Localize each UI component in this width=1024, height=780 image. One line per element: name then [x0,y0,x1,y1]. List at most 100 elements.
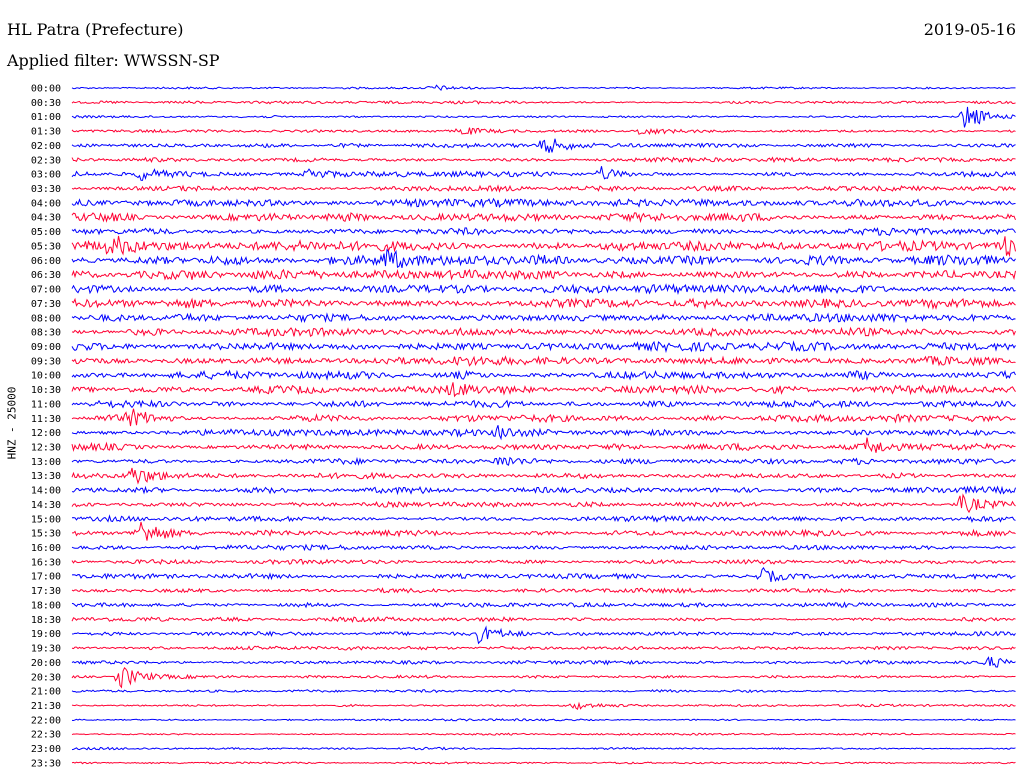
trace-1800 [71,601,1016,609]
trace-1400 [71,485,1016,496]
trace-1900 [71,625,1016,645]
trace-2130 [71,701,1016,710]
tick-label-2130: 21:30 [31,701,61,712]
trace-1600 [71,543,1016,552]
tick-label-0030: 00:30 [31,98,61,109]
trace-0630 [71,268,1016,281]
trace-0930 [71,355,1016,367]
trace-2200 [71,718,1016,722]
tick-label-0600: 06:00 [31,256,61,267]
tick-label-1700: 17:00 [31,572,61,583]
tick-label-1300: 13:00 [31,457,61,468]
tick-label-1330: 13:30 [31,471,61,482]
tick-label-0530: 05:30 [31,241,61,252]
tick-label-1630: 16:30 [31,557,61,568]
tick-label-1730: 17:30 [31,586,61,597]
tick-label-1500: 15:00 [31,514,61,525]
tick-label-0830: 08:30 [31,328,61,339]
trace-1100 [71,399,1016,409]
tick-label-2300: 23:00 [31,744,61,755]
trace-1830 [71,616,1016,623]
tick-label-0430: 04:30 [31,213,61,224]
trace-1300 [71,456,1016,466]
tick-label-1830: 18:30 [31,615,61,626]
trace-1000 [71,369,1016,381]
trace-1630 [71,558,1016,566]
station-title: HL Patra (Prefecture) [7,20,184,39]
trace-0300 [71,166,1016,181]
tick-label-2000: 20:00 [31,658,61,669]
trace-0100 [71,106,1016,128]
date-label: 2019-05-16 [923,20,1016,39]
tick-label-1000: 10:00 [31,371,61,382]
tick-label-0130: 01:30 [31,127,61,138]
trace-1930 [71,645,1016,651]
tick-label-1430: 14:30 [31,500,61,511]
trace-0200 [71,138,1016,153]
trace-0000 [71,84,1016,91]
tick-label-2230: 22:30 [31,730,61,741]
tick-label-0700: 07:00 [31,285,61,296]
tick-label-0630: 06:30 [31,270,61,281]
trace-0800 [71,312,1016,324]
tick-label-0400: 04:00 [31,198,61,209]
trace-1730 [71,587,1016,595]
trace-0730 [71,297,1016,310]
trace-0130 [71,127,1016,136]
tick-label-1030: 10:30 [31,385,61,396]
trace-0500 [71,227,1016,237]
trace-1430 [71,493,1016,514]
trace-0700 [71,283,1016,296]
tick-label-0800: 08:00 [31,313,61,324]
tick-label-0300: 03:00 [31,170,61,181]
trace-0830 [71,326,1016,338]
tick-label-0900: 09:00 [31,342,61,353]
tick-label-1800: 18:00 [31,600,61,611]
tick-label-2030: 20:30 [31,672,61,683]
trace-0530 [71,235,1016,258]
tick-label-0000: 00:00 [31,84,61,95]
trace-2030 [71,666,1016,689]
tick-label-1230: 12:30 [31,443,61,454]
tick-label-2330: 23:30 [31,758,61,769]
time-tick-labels: 00:00 00:30 01:00 01:30 02:00 02:30 03:00 03:30… [31,84,61,770]
filter-label: Applied filter: WWSSN-SP [7,51,220,70]
trace-2230 [71,732,1016,736]
trace-1530 [71,521,1016,541]
tick-label-0200: 02:00 [31,141,61,152]
trace-0430 [71,212,1016,224]
seismic-traces [71,84,1016,765]
trace-1700 [71,567,1016,583]
trace-1130 [71,408,1016,427]
trace-0230 [71,156,1016,164]
tick-label-0930: 09:30 [31,356,61,367]
tick-label-1400: 14:00 [31,486,61,497]
trace-2330 [71,761,1016,765]
tick-label-2200: 22:00 [31,715,61,726]
tick-label-0330: 03:30 [31,184,61,195]
trace-1200 [71,425,1016,441]
trace-0030 [71,100,1016,105]
tick-label-1900: 19:00 [31,629,61,640]
trace-1330 [71,467,1016,485]
trace-0900 [71,340,1016,354]
trace-1030 [71,382,1016,398]
trace-2000 [71,656,1016,668]
tick-label-1100: 11:00 [31,399,61,410]
trace-1500 [71,514,1016,523]
trace-0600 [71,248,1016,269]
tick-label-1530: 15:30 [31,529,61,540]
tick-label-0230: 02:30 [31,155,61,166]
tick-label-0100: 01:00 [31,112,61,123]
tick-label-1130: 11:30 [31,414,61,425]
tick-label-0500: 05:00 [31,227,61,238]
trace-0400 [71,197,1016,209]
trace-1230 [71,437,1016,453]
tick-label-1200: 12:00 [31,428,61,439]
trace-0330 [71,184,1016,193]
tick-label-1930: 19:30 [31,644,61,655]
trace-2100 [71,689,1016,694]
tick-label-1600: 16:00 [31,543,61,554]
trace-2300 [71,746,1016,751]
